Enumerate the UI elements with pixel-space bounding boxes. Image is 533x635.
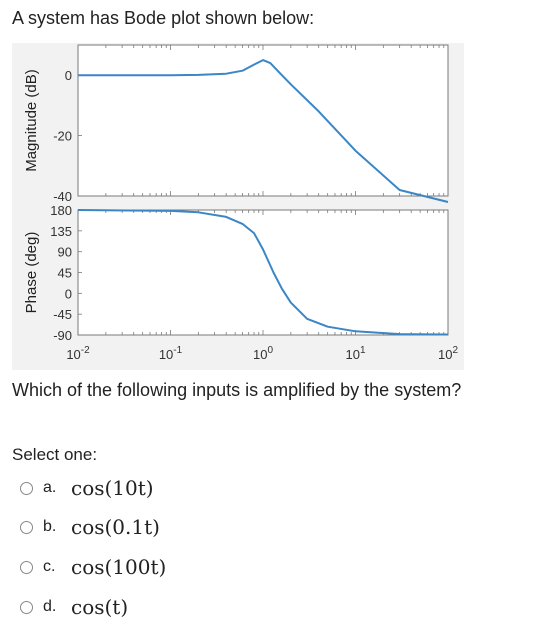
option-a[interactable]: a. cos(10t): [20, 474, 154, 502]
y-tick-label: -45: [53, 307, 72, 322]
question-text: Which of the following inputs is amplifi…: [12, 380, 462, 400]
y-axis-title-0: Magnitude (dB): [23, 69, 40, 172]
y-tick-label: 135: [50, 224, 72, 239]
radio-button-a[interactable]: [20, 481, 33, 495]
plot-area-1: [77, 209, 449, 336]
y-tick-label: 45: [58, 266, 72, 281]
y-tick-label: -20: [53, 129, 72, 144]
option-letter: a.: [43, 479, 57, 496]
y-tick-label: 0: [65, 286, 72, 301]
option-letter: d.: [43, 598, 57, 615]
question-intro: A system has Bode plot shown below:: [12, 8, 315, 28]
y-tick-label: 0: [65, 68, 72, 83]
option-b[interactable]: b. cos(0.1t): [20, 513, 160, 541]
series-line-1: [77, 209, 449, 336]
option-d[interactable]: d. cos(t): [20, 593, 128, 621]
y-axis-title-1: Phase (deg): [23, 232, 40, 314]
radio-button-c[interactable]: [20, 560, 33, 574]
y-tick-label: -90: [53, 328, 72, 343]
x-tick-label: 102: [438, 345, 458, 362]
option-letter: c.: [43, 558, 56, 575]
x-tick-label: 100: [253, 345, 273, 362]
y-tick-label: 90: [58, 245, 72, 260]
x-tick-label: 10-2: [66, 345, 90, 362]
x-tick-label: 101: [345, 345, 365, 362]
y-tick-label: -40: [53, 189, 72, 204]
option-c[interactable]: c. cos(100t): [20, 553, 166, 581]
bode-plot-figure: 0 -20 -40 Magnitude (dB) 180 135 90 45 0 -45 -90 Ph…: [12, 43, 464, 370]
x-tick-label: 10-1: [159, 345, 183, 362]
option-expression: cos(0.1t): [71, 515, 160, 539]
plot-area-0: [77, 44, 449, 197]
radio-button-b[interactable]: [20, 520, 33, 534]
option-expression: cos(10t): [71, 476, 154, 500]
radio-button-d[interactable]: [20, 600, 33, 614]
bode-plot-svg: 0 -20 -40 Magnitude (dB) 180 135 90 45 0 -45 -90 Ph…: [23, 44, 458, 362]
option-expression: cos(100t): [71, 555, 167, 579]
y-tick-label: 180: [50, 203, 72, 218]
series-line-0: [78, 59, 449, 203]
select-one-label: Select one:: [12, 445, 98, 464]
option-letter: b.: [43, 518, 57, 535]
option-expression: cos(t): [71, 595, 129, 619]
